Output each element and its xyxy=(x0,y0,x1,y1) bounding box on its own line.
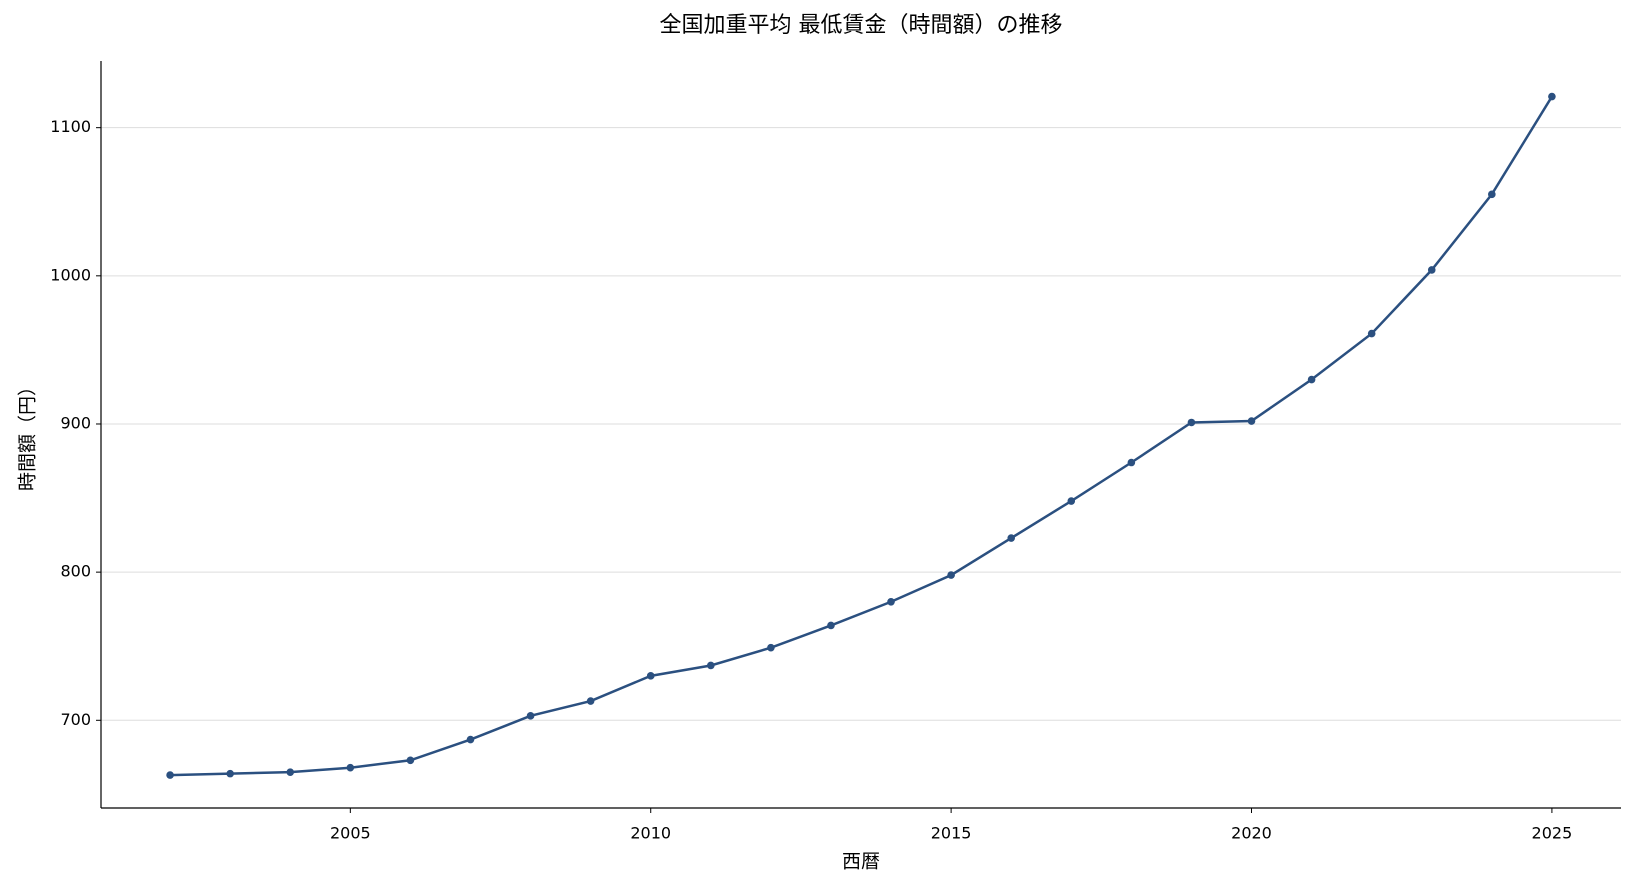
data-point xyxy=(827,621,835,630)
data-point xyxy=(707,661,715,670)
data-point xyxy=(767,643,775,652)
x-tick-label: 2005 xyxy=(330,824,371,843)
data-point xyxy=(887,597,895,606)
data-point xyxy=(947,571,955,579)
data-point xyxy=(226,769,234,778)
data-point xyxy=(1127,458,1136,467)
x-axis-label: 西暦 xyxy=(842,851,880,873)
data-point xyxy=(586,697,595,705)
data-point xyxy=(166,771,174,779)
data-point xyxy=(1427,266,1436,274)
y-tick-label: 700 xyxy=(60,710,91,729)
data-point xyxy=(406,756,415,765)
data-point xyxy=(1007,534,1015,542)
x-tick-label: 2010 xyxy=(630,824,671,843)
data-point xyxy=(1307,375,1316,384)
x-tick-label: 2025 xyxy=(1532,824,1573,843)
data-point xyxy=(1367,329,1376,338)
data-point xyxy=(526,712,535,720)
y-axis-label: 時間額（円） xyxy=(17,377,39,491)
data-point xyxy=(1247,417,1256,425)
x-tick-label: 2015 xyxy=(931,824,972,843)
data-point xyxy=(466,735,475,744)
data-line xyxy=(170,95,1553,777)
data-point xyxy=(1067,497,1076,505)
data-point xyxy=(646,672,655,680)
y-tick-label: 1100 xyxy=(50,117,91,136)
y-tick-label: 800 xyxy=(60,562,91,581)
y-tick-label: 900 xyxy=(60,413,91,432)
data-point xyxy=(346,763,355,772)
data-point xyxy=(1187,418,1196,427)
data-point xyxy=(1488,190,1496,199)
data-point xyxy=(286,768,295,776)
chart-title: 全国加重平均 最低賃金（時間額）の推移 xyxy=(660,13,1063,38)
x-tick-label: 2020 xyxy=(1231,824,1272,843)
data-point xyxy=(1548,92,1556,101)
y-tick-label: 1000 xyxy=(50,265,91,284)
